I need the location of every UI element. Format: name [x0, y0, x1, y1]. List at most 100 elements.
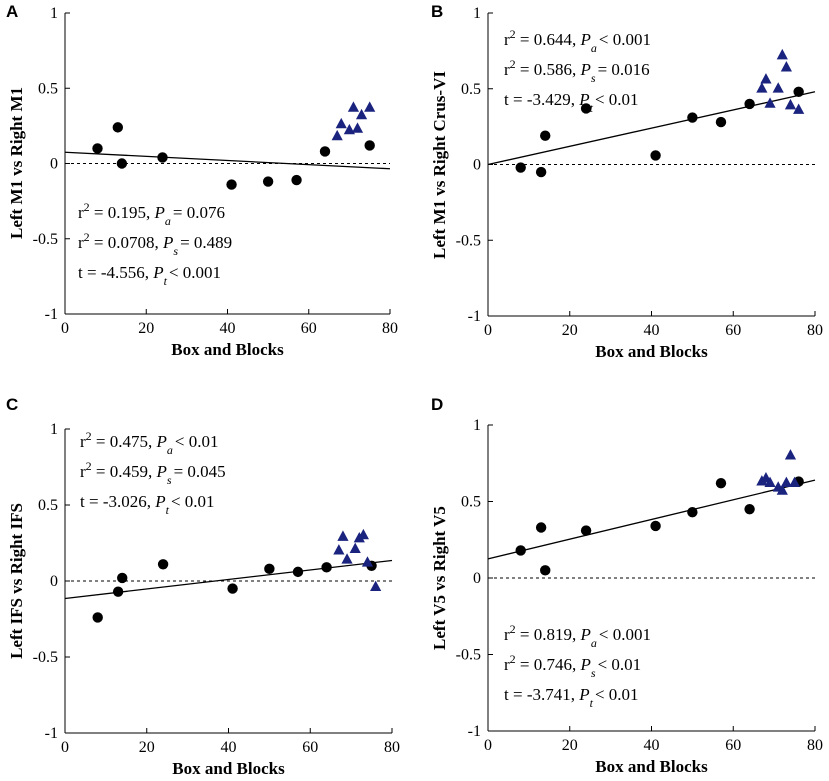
data-point-circle — [535, 166, 547, 178]
p-symbol: P — [154, 203, 165, 222]
y-tick-label: 1 — [50, 5, 58, 22]
p-subscript: t — [166, 503, 170, 517]
data-point-triangle — [756, 82, 768, 93]
data-point-triangle — [788, 476, 801, 488]
r2-symbol: r — [80, 462, 86, 481]
r2-symbol: r — [80, 432, 86, 451]
panel-c: C -1 -0.5 0 0.5 1 0 20 40 60 80 Box and Blocks Left … — [6, 395, 400, 778]
r2-superscript: 2 — [510, 622, 516, 636]
y-tick-label: 0.5 — [461, 494, 481, 511]
x-tick-label: 80 — [384, 739, 400, 756]
y-tick-label: 1 — [473, 417, 481, 434]
r2-symbol: r — [504, 60, 510, 79]
panel-letter: A — [6, 2, 18, 21]
data-point-triangle — [357, 528, 369, 540]
stat-line: r2 = 0.195, Pa = 0.076 — [78, 200, 225, 228]
p-value: < 0.01 — [595, 90, 639, 109]
data-point-circle — [540, 130, 551, 141]
p-symbol: P — [154, 492, 165, 511]
p-subscript: s — [167, 473, 172, 487]
regression-line — [64, 151, 391, 170]
r2-value: 0.746 — [534, 655, 572, 674]
stat-line: t = -4.556, Pt < 0.001 — [78, 263, 221, 288]
t-value: -3.429 — [527, 90, 571, 109]
x-tick-label: 40 — [221, 739, 237, 756]
x-tick-label: 20 — [562, 322, 578, 339]
y-axis-label: Left V5 vs Right V5 — [430, 506, 449, 650]
stat-comma: , — [571, 90, 580, 109]
r2-symbol: r — [78, 233, 84, 252]
data-point-triangle — [780, 61, 792, 72]
x-tick-label: 60 — [302, 739, 318, 756]
x-tick-label: 0 — [484, 322, 492, 339]
r2-value: 0.0708 — [108, 233, 155, 252]
y-tick-label: 0 — [50, 156, 58, 173]
stat-comma: , — [571, 685, 580, 704]
p-subscript: t — [164, 274, 168, 288]
stat-line: r2 = 0.644, Pa < 0.001 — [504, 27, 651, 55]
y-axis-label: Left IFS vs Right IFS — [7, 503, 26, 659]
data-point-triangle — [347, 101, 360, 112]
data-point-circle — [117, 572, 128, 584]
stat-comma: , — [572, 625, 581, 644]
r2-value: 0.475 — [110, 432, 148, 451]
data-point-triangle — [764, 476, 776, 488]
p-symbol: P — [156, 462, 167, 481]
data-point-circle — [157, 152, 168, 163]
data-point-circle — [715, 116, 727, 128]
stat-line: r2 = 0.459, Ps = 0.045 — [80, 459, 226, 487]
data-point-circle — [535, 522, 547, 533]
t-value: -4.556 — [101, 263, 145, 282]
stat-line: t = -3.429, Pt < 0.01 — [504, 90, 639, 115]
y-tick-label: -0.5 — [33, 649, 58, 666]
data-point-circle — [319, 146, 331, 157]
x-axis-label: Box and Blocks — [595, 757, 708, 776]
stat-comma: , — [572, 60, 581, 79]
stat-comma: , — [155, 233, 164, 252]
p-subscript: a — [591, 41, 597, 55]
r2-equals: = — [90, 203, 108, 222]
r2-equals: = — [516, 655, 534, 674]
stat-line: r2 = 0.0708, Ps = 0.489 — [78, 230, 232, 258]
p-value: < 0.001 — [169, 263, 221, 282]
p-symbol: P — [580, 625, 591, 644]
p-value: < 0.01 — [171, 492, 215, 511]
data-point-triangle — [784, 449, 797, 460]
y-tick-label: -1 — [45, 306, 58, 323]
y-tick-label: 0.5 — [461, 81, 481, 98]
r2-symbol: r — [504, 30, 510, 49]
r2-value: 0.586 — [534, 60, 572, 79]
p-subscript: a — [165, 214, 171, 228]
data-point-circle — [515, 545, 526, 556]
p-value: < 0.001 — [599, 625, 651, 644]
p-value: = 0.489 — [180, 233, 232, 252]
p-symbol: P — [152, 263, 163, 282]
x-tick-label: 40 — [220, 320, 236, 337]
stat-comma: , — [145, 263, 154, 282]
p-symbol: P — [578, 90, 589, 109]
stat-line: t = -3.026, Pt < 0.01 — [80, 492, 215, 517]
data-point-circle — [687, 507, 698, 518]
y-tick-label: -1 — [468, 308, 481, 325]
x-tick-label: 0 — [61, 320, 69, 337]
r2-equals: = — [516, 30, 534, 49]
data-point-triangle — [760, 73, 772, 84]
p-value: < 0.01 — [175, 432, 219, 451]
data-point-circle — [744, 98, 755, 110]
data-point-triangle — [341, 553, 353, 564]
y-tick-label: -0.5 — [456, 647, 481, 664]
stat-line: r2 = 0.819, Pa < 0.001 — [504, 622, 651, 650]
data-point-triangle — [337, 530, 349, 541]
data-point-triangle — [793, 103, 805, 114]
panel-letter: C — [6, 395, 18, 414]
data-point-circle — [262, 176, 274, 187]
r2-equals: = — [516, 60, 534, 79]
data-point-triangle — [776, 48, 788, 60]
r2-superscript: 2 — [510, 27, 516, 41]
r2-superscript: 2 — [84, 200, 90, 214]
x-axis-label: Box and Blocks — [172, 759, 285, 778]
data-point-circle — [744, 503, 755, 515]
p-value: < 0.01 — [598, 655, 642, 674]
x-tick-label: 40 — [644, 322, 660, 339]
regression-line — [487, 479, 816, 560]
